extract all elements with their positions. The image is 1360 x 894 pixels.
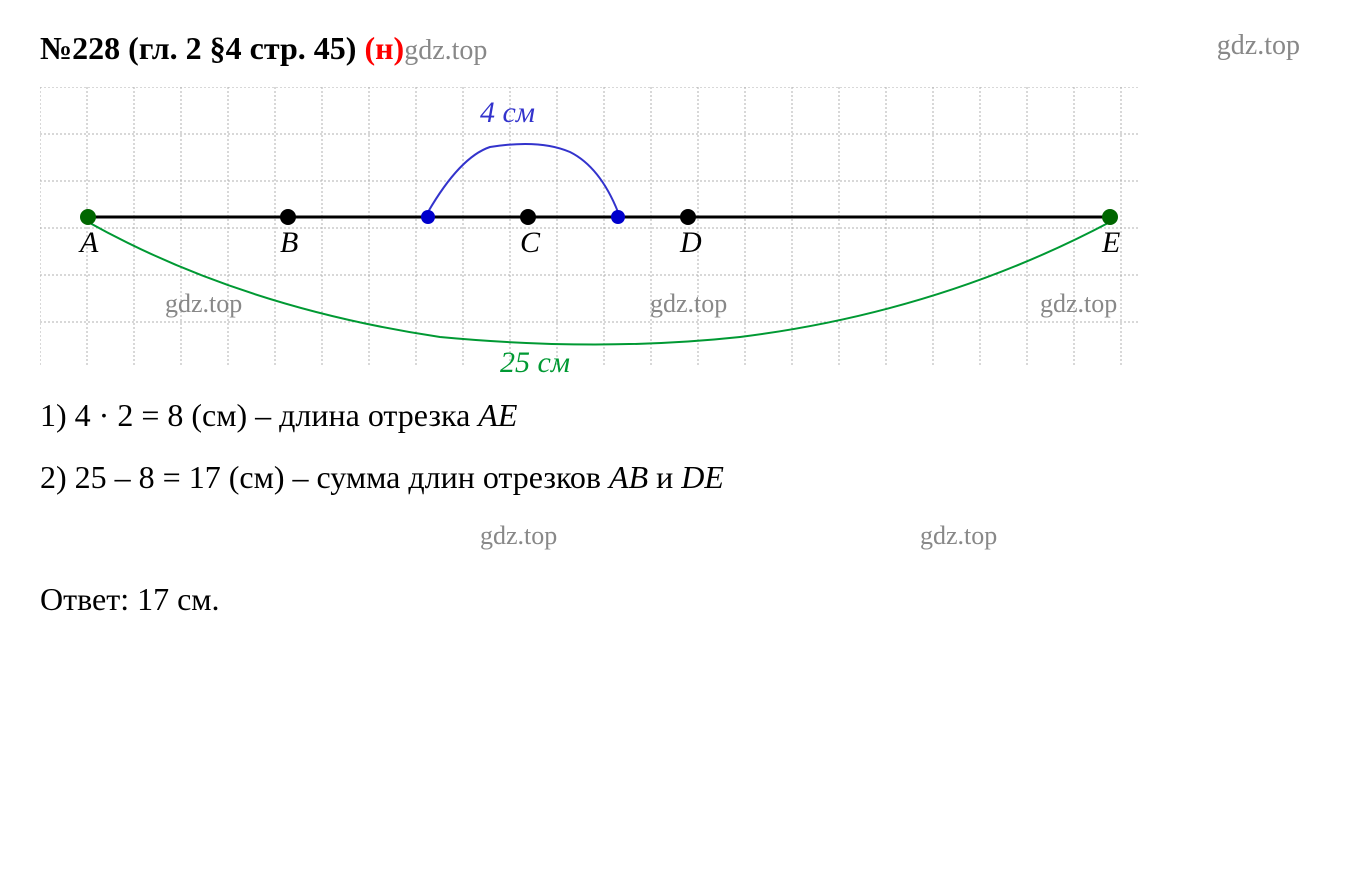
solution-step-1: 1) 4 · 2 = 8 (см) – длина отрезка AE bbox=[40, 397, 1320, 434]
marker: (н) bbox=[364, 30, 404, 66]
svg-text:A: A bbox=[78, 226, 99, 259]
svg-text:25 см: 25 см bbox=[500, 346, 570, 379]
step2-text: 2) 25 – 8 = 17 (см) – сумма длин отрезко… bbox=[40, 459, 609, 495]
svg-text:B: B bbox=[280, 226, 298, 259]
header-watermark: gdz.top bbox=[404, 35, 487, 66]
answer-value: 17 см. bbox=[137, 581, 219, 617]
problem-number: №228 bbox=[40, 30, 120, 66]
top-right-watermark: gdz.top bbox=[1217, 30, 1300, 62]
step2-segment-2: DE bbox=[681, 459, 724, 495]
answer-label: Ответ: bbox=[40, 581, 137, 617]
bottom-watermark-1: gdz.top bbox=[480, 521, 557, 551]
chapter-info: (гл. 2 §4 стр. 45) bbox=[120, 30, 364, 66]
step2-segment-1: AB bbox=[609, 459, 648, 495]
svg-text:C: C bbox=[520, 226, 541, 259]
svg-text:D: D bbox=[679, 226, 702, 259]
svg-text:gdz.top: gdz.top bbox=[1040, 289, 1117, 318]
solution-step-2: 2) 25 – 8 = 17 (см) – сумма длин отрезко… bbox=[40, 459, 1320, 496]
diagram-svg: 4 см 25 см A B C D Egdz.top gdz.top gdz.top bbox=[40, 87, 1140, 387]
step2-mid: и bbox=[648, 459, 681, 495]
bottom-watermark-row: gdz.top gdz.top bbox=[40, 521, 1320, 561]
title: №228 (гл. 2 §4 стр. 45) (н)gdz.top bbox=[40, 30, 1320, 67]
svg-text:E: E bbox=[1101, 226, 1120, 259]
step1-text: 1) 4 · 2 = 8 (см) – длина отрезка bbox=[40, 397, 478, 433]
bottom-watermark-2: gdz.top bbox=[920, 521, 997, 551]
svg-text:gdz.top: gdz.top bbox=[165, 289, 242, 318]
step1-segment: AE bbox=[478, 397, 517, 433]
svg-text:gdz.top: gdz.top bbox=[650, 289, 727, 318]
diagram: 4 см25 смABCDEgdz.topgdz.topgdz.top bbox=[40, 87, 1140, 367]
svg-text:4 см: 4 см bbox=[480, 96, 535, 129]
answer: Ответ: 17 см. bbox=[40, 581, 1320, 618]
